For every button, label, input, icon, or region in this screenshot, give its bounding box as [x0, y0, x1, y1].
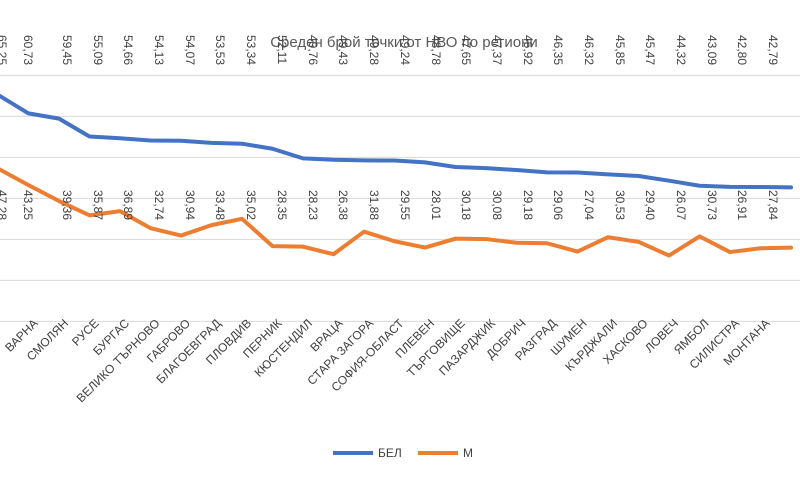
- data-label-bel: 54,66: [121, 35, 135, 65]
- data-label-bel: 43,09: [705, 35, 719, 65]
- data-label-bel: 65,25: [0, 35, 9, 65]
- data-label-m: 28,23: [306, 190, 320, 220]
- series-line-bel: [0, 93, 793, 190]
- data-label-m: 26,38: [336, 190, 350, 220]
- data-label-bel: 46,32: [582, 35, 596, 65]
- data-label-m: 29,55: [398, 190, 412, 220]
- data-label-bel: 60,73: [21, 35, 35, 65]
- data-label-m: 28,35: [275, 190, 289, 220]
- data-label-bel: 49,76: [306, 35, 320, 65]
- gridlines: [0, 74, 800, 322]
- data-label-m: 27,84: [766, 190, 780, 220]
- data-label-bel: 55,09: [91, 35, 105, 65]
- data-label-bel: 47,37: [490, 35, 504, 65]
- data-label-bel: 45,85: [613, 35, 627, 65]
- data-label-bel: 59,45: [60, 35, 74, 65]
- data-label-bel: 53,34: [244, 35, 258, 65]
- data-label-m: 30,53: [613, 190, 627, 220]
- data-label-m: 29,40: [643, 190, 657, 220]
- data-label-bel: 49,28: [367, 35, 381, 65]
- data-label-bel: 52,11: [275, 35, 289, 64]
- data-label-m: 43,25: [21, 190, 35, 220]
- data-label-m: 30,18: [459, 190, 473, 220]
- data-label-bel: 47,65: [459, 35, 473, 65]
- data-label-bel: 54,13: [152, 35, 166, 65]
- data-label-m: 35,02: [244, 190, 258, 220]
- data-label-m: 39,36: [60, 190, 74, 220]
- data-label-m: 26,91: [735, 190, 749, 220]
- data-label-bel: 46,35: [551, 35, 565, 65]
- data-label-bel: 48,78: [429, 35, 443, 65]
- data-labels: 65,25 60,73 59,45 55,09 54,66 54,13 54,07 53,53…: [0, 35, 780, 220]
- chart-title: Среден брой точки от НВО по региони: [270, 34, 538, 51]
- legend-label-m: М: [463, 446, 473, 460]
- data-label-m: 32,74: [152, 190, 166, 220]
- series-line-m: [0, 167, 793, 258]
- data-label-bel: 49,43: [336, 35, 350, 65]
- data-label-m: 47,28: [0, 190, 9, 220]
- data-label-bel: 44,32: [674, 35, 688, 65]
- data-label-bel: 42,80: [735, 35, 749, 65]
- data-label-bel: 49,24: [398, 35, 412, 65]
- data-label-m: 27,04: [582, 190, 596, 220]
- data-label-m: 26,07: [674, 190, 688, 220]
- data-label-bel: 53,53: [213, 35, 227, 65]
- data-label-m: 36,89: [121, 190, 135, 220]
- data-label-m: 28,01: [429, 190, 443, 220]
- data-label-m: 30,94: [183, 190, 197, 220]
- legend-label-bel: БЕЛ: [378, 446, 402, 460]
- data-label-m: 29,06: [551, 190, 565, 220]
- data-label-m: 33,48: [213, 190, 227, 220]
- legend: БЕЛ М: [333, 446, 473, 460]
- data-label-m: 30,08: [490, 190, 504, 220]
- data-label-bel: 45,47: [643, 35, 657, 65]
- data-label-m: 31,88: [367, 190, 381, 220]
- data-label-m: 35,87: [91, 190, 105, 220]
- data-label-m: 30,73: [705, 190, 719, 220]
- data-label-bel: 46,92: [521, 35, 535, 65]
- series-lines: [0, 93, 793, 258]
- data-label-bel: 54,07: [183, 35, 197, 65]
- data-label-m: 29,18: [521, 190, 535, 220]
- data-label-bel: 42,79: [766, 35, 780, 65]
